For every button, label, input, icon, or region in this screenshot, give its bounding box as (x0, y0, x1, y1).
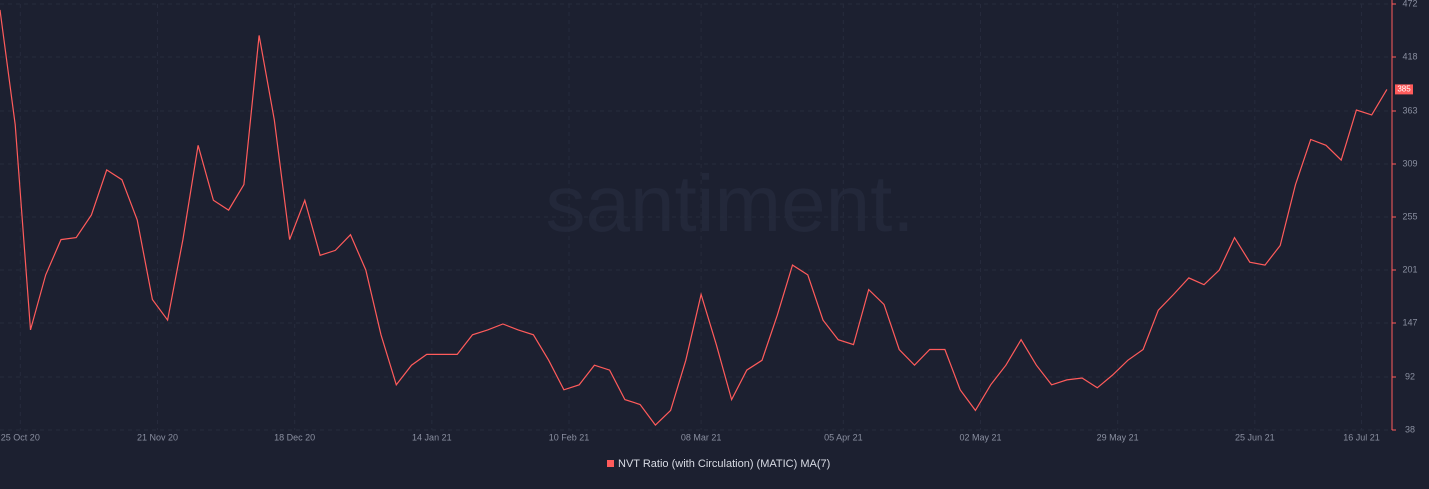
legend-label: NVT Ratio (with Circulation) (MATIC) MA(… (618, 458, 830, 470)
y-tick-label: 147 (1402, 317, 1417, 327)
x-tick-label: 18 Dec 20 (274, 432, 315, 442)
y-tick-label: 472 (1402, 0, 1417, 8)
y-tick-label: 92 (1405, 371, 1415, 381)
y-tick-label: 418 (1402, 51, 1417, 61)
legend-swatch (607, 460, 614, 467)
x-tick-label: 08 Mar 21 (681, 432, 722, 442)
x-tick-label: 10 Feb 21 (549, 432, 590, 442)
x-tick-label: 02 May 21 (959, 432, 1001, 442)
y-tick-label: 309 (1402, 158, 1417, 168)
y-tick-label: 363 (1402, 105, 1417, 115)
last-value-box (1395, 84, 1413, 95)
last-value-label: 385 (1397, 85, 1411, 94)
y-tick-label: 38 (1405, 424, 1415, 434)
x-tick-label: 14 Jan 21 (412, 432, 452, 442)
watermark: santiment. (545, 159, 914, 248)
x-tick-label: 16 Jul 21 (1343, 432, 1380, 442)
x-tick-label: 25 Oct 20 (1, 432, 40, 442)
x-tick-label: 21 Nov 20 (137, 432, 178, 442)
x-tick-label: 29 May 21 (1097, 432, 1139, 442)
x-tick-label: 05 Apr 21 (824, 432, 863, 442)
x-tick-label: 25 Jun 21 (1235, 432, 1275, 442)
y-tick-label: 255 (1402, 211, 1417, 221)
y-tick-label: 201 (1402, 264, 1417, 274)
series-line (0, 9, 1388, 427)
